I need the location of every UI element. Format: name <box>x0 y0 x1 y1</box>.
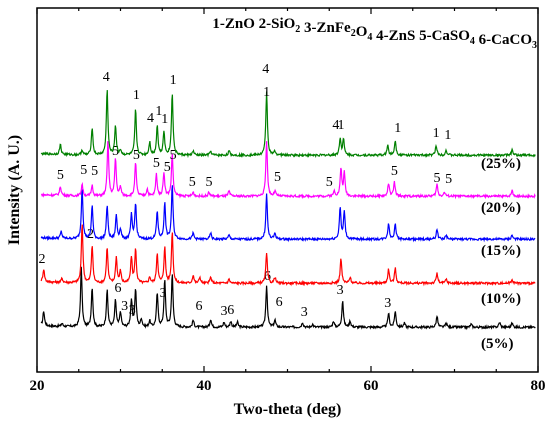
peak-label-4-6: 5 <box>153 156 160 171</box>
x-tick-label: 80 <box>531 378 546 394</box>
x-tick-label: 60 <box>364 378 379 394</box>
peak-label-5-13: 1 <box>444 128 451 143</box>
series-line-5 <box>40 90 536 159</box>
peak-label-1-12: 3 <box>384 296 391 311</box>
peak-label-5-12: 1 <box>433 126 440 141</box>
x-tick-label: 20 <box>30 378 45 394</box>
peak-label-5-7: 4 <box>262 62 269 77</box>
peak-label-4-9: 5 <box>189 175 196 190</box>
peak-label-4-8: 5 <box>170 148 177 163</box>
y-axis-label: Intensity (A. U.) <box>6 135 23 245</box>
peak-label-5-2: 1 <box>133 88 140 103</box>
peak-label-4-13: 5 <box>391 164 398 179</box>
peak-label-5-9: 4 <box>332 118 339 133</box>
peak-label-4-3: 5 <box>91 164 98 179</box>
peak-label-1-4: 3 <box>160 286 167 301</box>
series-label-5: (25%) <box>481 156 521 172</box>
peak-label-5-1: 4 <box>103 70 110 85</box>
peak-label-4-5: 5 <box>133 148 140 163</box>
peak-label-1-9: 6 <box>276 295 283 310</box>
peak-label-4-4: 5 <box>112 144 119 159</box>
peak-label-1-6: 3 <box>221 304 228 319</box>
peak-label-5-5: 1 <box>161 112 168 127</box>
peak-label-4-14: 5 <box>433 171 440 186</box>
peak-label-5-10: 1 <box>337 118 344 133</box>
peak-label-5-11: 1 <box>394 121 401 136</box>
series-line-1 <box>40 266 536 331</box>
peak-label-1-5: 6 <box>195 299 202 314</box>
peak-label-1-1: 6 <box>114 281 121 296</box>
peak-label-5-8: 1 <box>263 85 270 100</box>
series-label-1: (5%) <box>481 336 514 352</box>
peak-label-4-12: 5 <box>326 175 333 190</box>
series-line-2 <box>40 224 536 287</box>
peak-label-1-10: 3 <box>301 305 308 320</box>
series-line-3 <box>40 185 536 243</box>
peak-label-4-7: 5 <box>164 160 171 175</box>
peak-label-1-11: 3 <box>337 283 344 298</box>
peak-label-4-2: 5 <box>80 163 87 178</box>
peak-label-1-2: 3 <box>121 299 128 314</box>
series-label-2: (10%) <box>481 291 521 307</box>
peak-label-2-2: 2 <box>87 227 94 242</box>
phase-legend: 1-ZnO 2-SiO2 3-ZnFe2O4 4-ZnS 5-CaSO4 6-C… <box>212 16 537 51</box>
peak-label-4-11: 5 <box>274 170 281 185</box>
peak-label-1-7: 6 <box>227 303 234 318</box>
x-axis-label: Two-theta (deg) <box>234 401 342 418</box>
series-label-4: (20%) <box>481 200 521 216</box>
x-axis: 20 40 60 80 <box>30 8 546 394</box>
peak-label-2-1: 2 <box>39 252 46 267</box>
peak-label-4-1: 5 <box>57 168 64 183</box>
peak-label-5-3: 4 <box>147 111 154 126</box>
peak-label-4-15: 5 <box>445 172 452 187</box>
peak-label-4-10: 5 <box>206 175 213 190</box>
series-line-4 <box>40 141 536 200</box>
peak-label-1-3: 3 <box>129 303 136 318</box>
peak-label-5-6: 1 <box>170 73 177 88</box>
peak-label-1-8: 6 <box>264 269 271 284</box>
x-tick-label: 40 <box>197 378 212 394</box>
peak-label-5-4: 1 <box>155 104 162 119</box>
series-label-3: (15%) <box>481 243 521 259</box>
